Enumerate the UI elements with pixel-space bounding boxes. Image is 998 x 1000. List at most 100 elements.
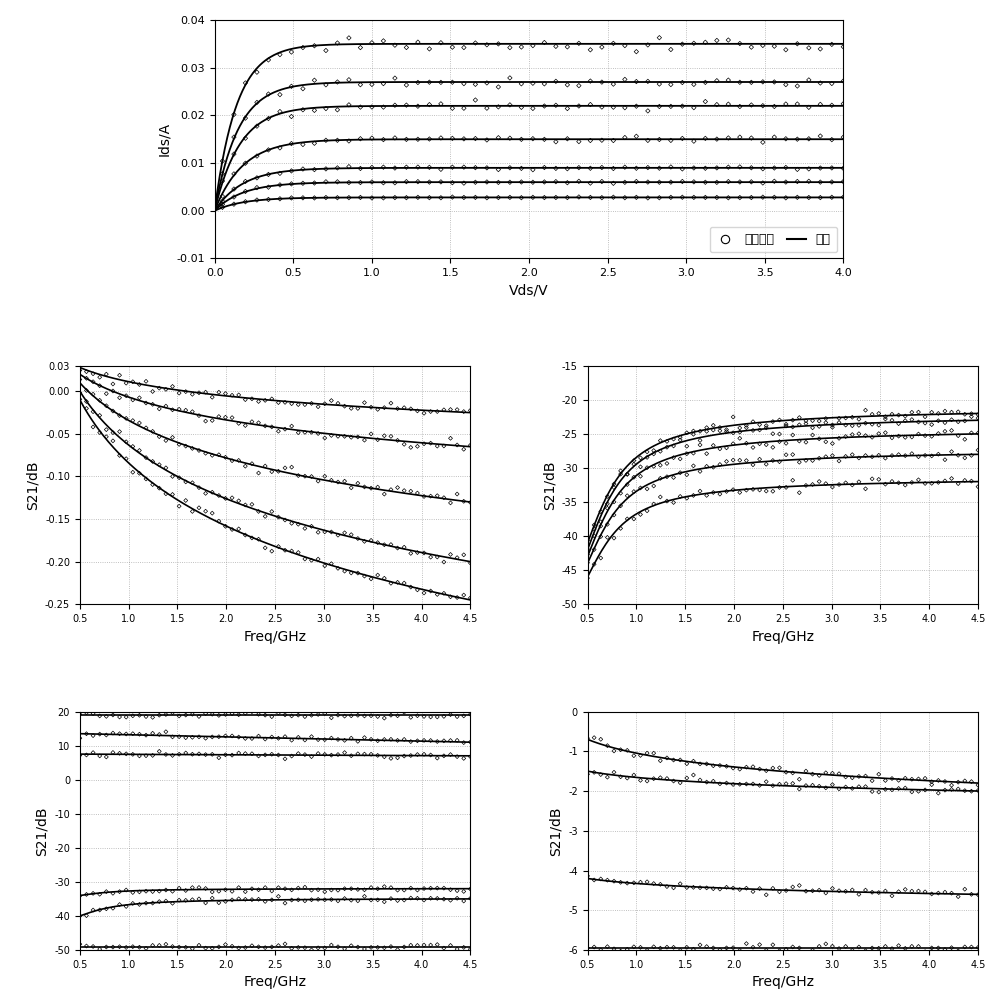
Point	[105, 376, 121, 392]
Point	[784, 427, 800, 443]
Point	[72, 730, 88, 746]
Point	[263, 746, 279, 762]
Point	[606, 873, 622, 889]
Point	[831, 415, 847, 431]
Point	[835, 160, 851, 176]
Point	[798, 763, 814, 779]
Point	[165, 729, 181, 745]
Point	[263, 543, 279, 559]
Point	[823, 189, 839, 205]
Point	[548, 73, 564, 89]
Point	[910, 449, 926, 465]
Point	[211, 487, 227, 503]
Point	[548, 189, 564, 205]
Point	[306, 135, 322, 151]
Point	[659, 493, 675, 509]
Point	[132, 376, 148, 392]
Point	[686, 100, 702, 116]
Point	[884, 448, 900, 464]
Point	[416, 436, 432, 452]
Point	[295, 137, 311, 153]
Point	[559, 131, 575, 147]
Point	[296, 551, 312, 567]
Point	[583, 97, 599, 113]
Point	[178, 492, 194, 508]
Point	[376, 537, 392, 553]
Point	[303, 707, 319, 723]
Point	[198, 445, 214, 461]
Point	[383, 395, 399, 411]
Point	[709, 32, 725, 48]
Point	[283, 459, 299, 475]
Point	[423, 488, 439, 504]
Point	[937, 473, 953, 489]
Point	[376, 400, 392, 416]
Point	[158, 746, 174, 762]
Point	[263, 892, 279, 908]
Point	[732, 36, 748, 52]
Point	[296, 468, 312, 484]
Point	[271, 104, 287, 120]
Point	[851, 779, 867, 795]
Point	[398, 174, 414, 190]
Point	[429, 438, 445, 454]
Point	[249, 148, 264, 164]
Point	[712, 942, 728, 958]
Point	[606, 133, 622, 149]
Point	[436, 585, 452, 601]
Point	[732, 129, 748, 145]
Point	[403, 748, 419, 764]
Point	[726, 940, 742, 956]
Point	[910, 771, 926, 787]
Point	[462, 890, 478, 906]
Point	[383, 750, 399, 766]
Point	[864, 471, 880, 487]
Point	[145, 423, 161, 439]
Point	[429, 404, 445, 420]
Point	[653, 489, 669, 505]
Point	[244, 496, 259, 512]
Point	[617, 100, 633, 116]
Point	[646, 771, 662, 787]
Point	[290, 544, 306, 560]
Point	[619, 941, 635, 957]
Point	[257, 392, 273, 408]
Point	[754, 161, 770, 177]
Point	[250, 503, 266, 519]
Point	[352, 77, 368, 93]
Point	[416, 892, 432, 908]
Point	[225, 728, 241, 744]
Point	[950, 889, 966, 905]
Point	[673, 451, 689, 467]
Point	[606, 476, 622, 492]
Point	[593, 550, 609, 566]
Point	[295, 190, 311, 206]
Point	[316, 430, 332, 446]
Point	[751, 881, 767, 897]
Point	[330, 731, 346, 747]
Point	[198, 384, 214, 400]
Point	[364, 130, 380, 146]
Point	[844, 427, 860, 443]
Point	[824, 938, 840, 954]
Point	[957, 881, 973, 897]
Point	[580, 570, 596, 586]
Point	[897, 408, 913, 424]
Point	[663, 159, 679, 175]
Point	[824, 448, 840, 464]
Point	[559, 175, 575, 191]
Point	[732, 174, 748, 190]
Point	[383, 482, 399, 498]
Point	[238, 155, 253, 171]
Point	[804, 777, 820, 793]
Point	[138, 883, 154, 899]
Point	[817, 476, 833, 492]
Point	[666, 939, 682, 955]
Point	[277, 729, 293, 745]
Point	[910, 938, 926, 954]
Point	[732, 99, 748, 115]
Point	[817, 415, 833, 431]
Point	[726, 776, 742, 792]
Point	[606, 76, 622, 92]
Point	[165, 939, 181, 955]
